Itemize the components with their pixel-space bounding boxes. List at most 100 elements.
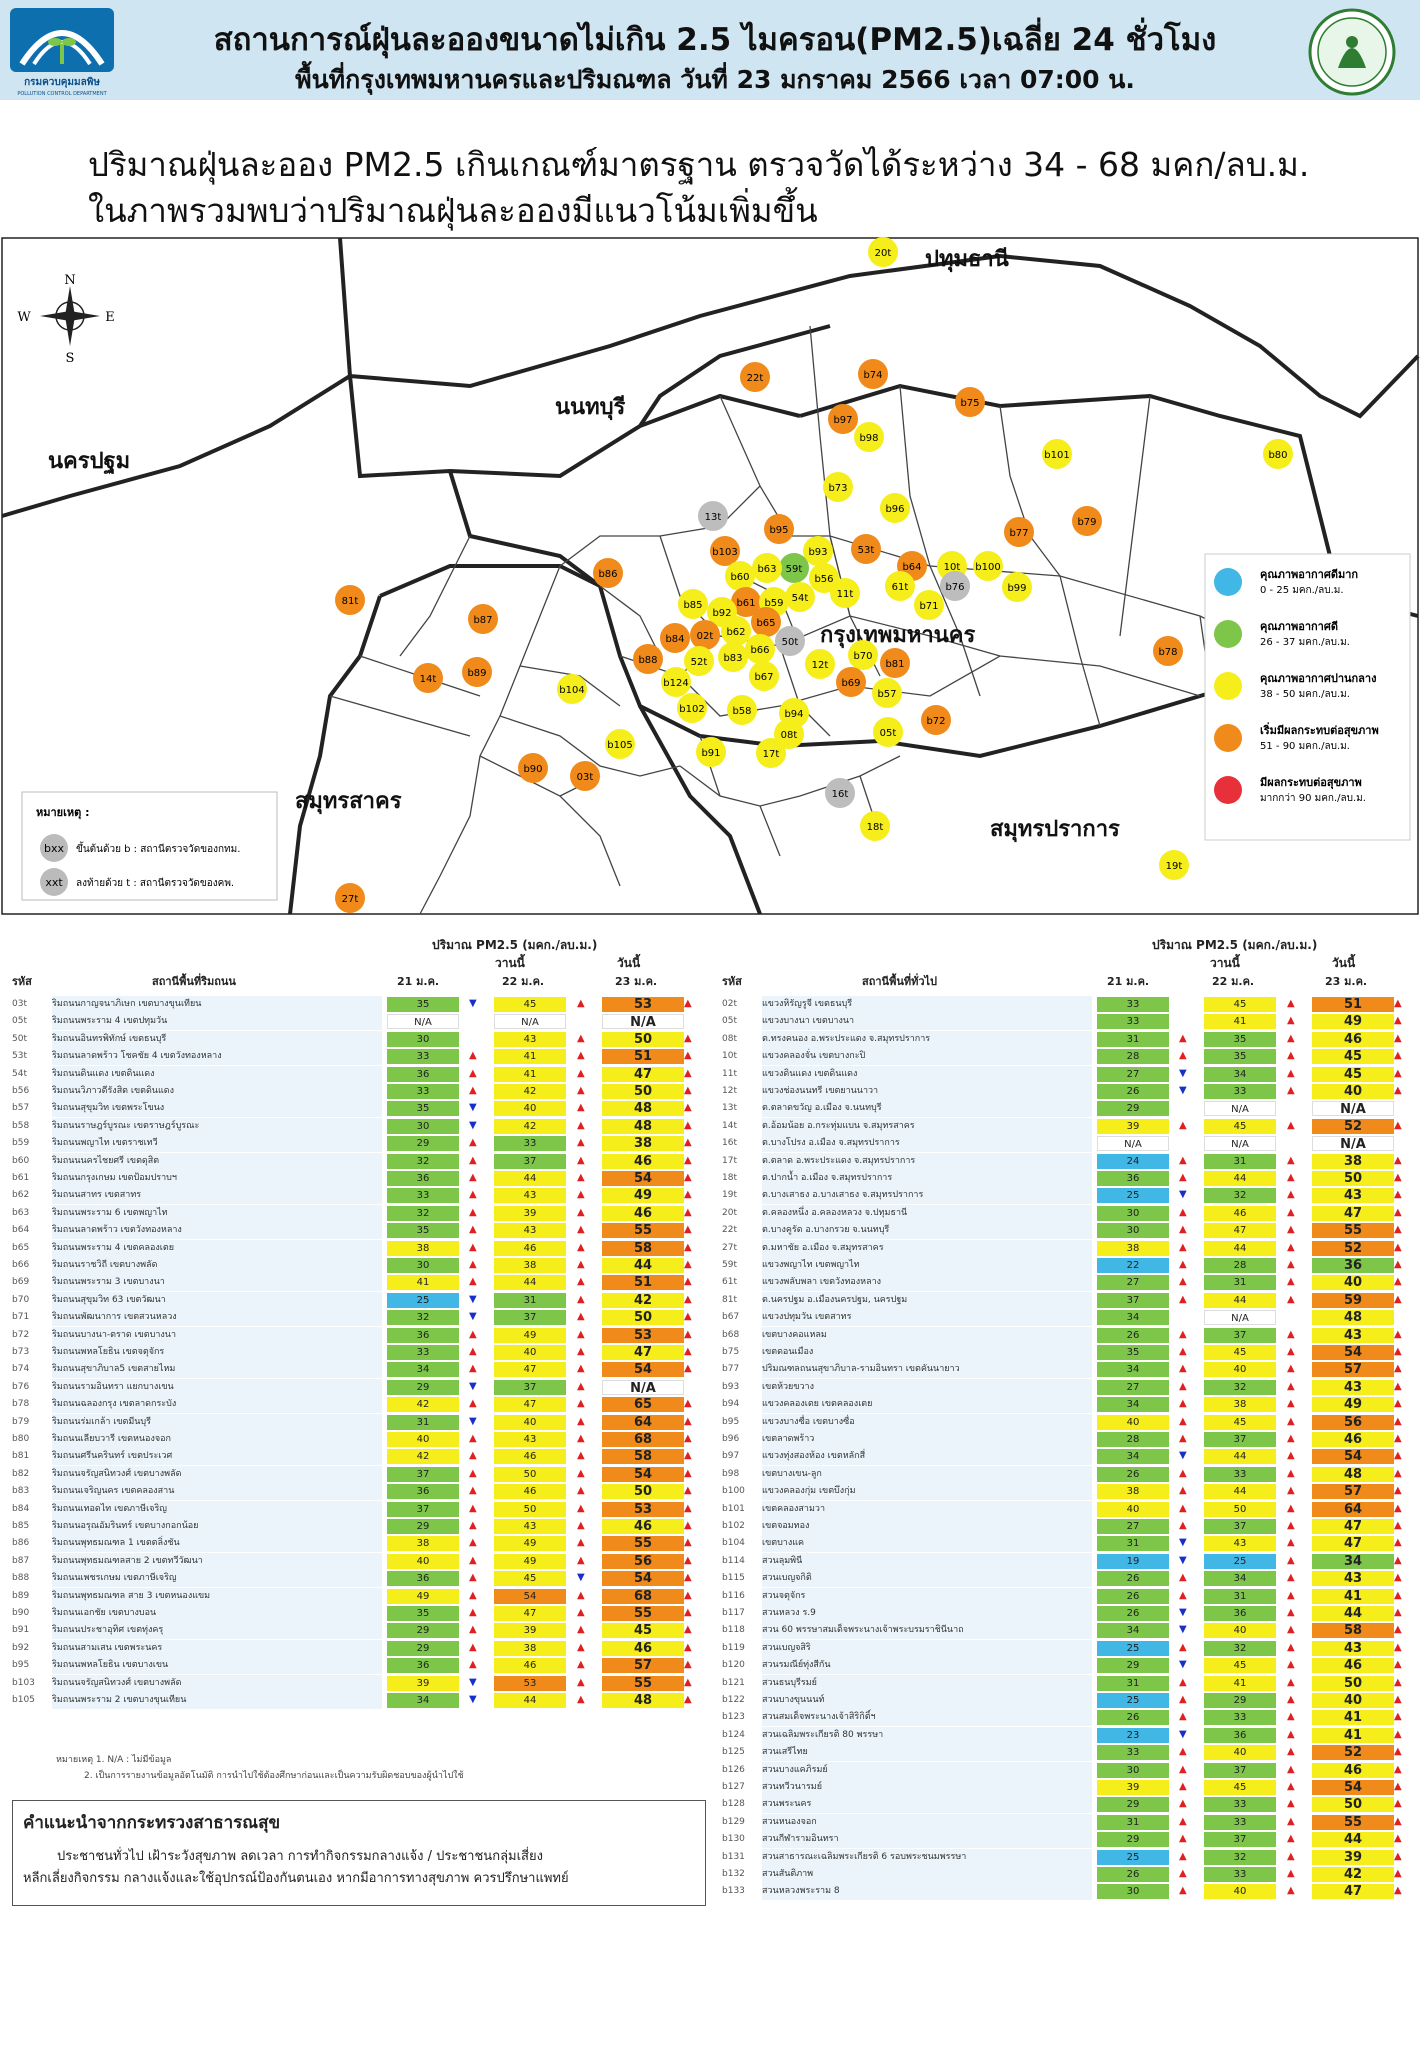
trend-up-icon: ▲ bbox=[684, 1415, 692, 1427]
table-row: b85 ริมถนนอรุณอัมรินทร์ เขตบางกอกน้อย 29 ▲ 4… bbox=[12, 1518, 702, 1535]
pm-value-day-2: 41 bbox=[494, 1049, 566, 1065]
table-row: b95 ริมถนนพหลโยธิน เขตบางเขน 36 ▲ 46 ▲ 57 ▲ bbox=[12, 1657, 702, 1675]
trend-up-icon: ▲ bbox=[1179, 1398, 1187, 1410]
trend-up-icon: ▲ bbox=[469, 1224, 477, 1236]
station-dot bbox=[690, 620, 720, 650]
pm-value-day-3: 68 bbox=[602, 1432, 684, 1447]
station-code: 11t bbox=[722, 1068, 737, 1079]
station-label: b98 bbox=[859, 433, 878, 444]
station-label: b93 bbox=[808, 547, 827, 558]
pm-value-day-1: 34 bbox=[1097, 1449, 1169, 1465]
station-code: b121 bbox=[722, 1677, 745, 1688]
legend-item: คุณภาพอากาศปานกลาง 38 - 50 มคก./ลบ.ม. bbox=[1214, 672, 1376, 700]
station-name: ริมถนนพระราม 3 เขตบางนา bbox=[52, 1274, 382, 1292]
pm-value-day-2: 37 bbox=[494, 1379, 566, 1395]
pm-value-day-1: 36 bbox=[387, 1571, 459, 1587]
pm-value-day-1: 40 bbox=[387, 1553, 459, 1569]
station-marker-03t: 03t bbox=[570, 761, 600, 791]
pm-value-day-3: 36 bbox=[1312, 1258, 1394, 1273]
station-name: เขตจอมทอง bbox=[762, 1518, 1092, 1535]
trend-up-icon: ▲ bbox=[577, 1537, 585, 1549]
pm-value-day-3: N/A bbox=[1312, 1136, 1394, 1152]
pm-value-day-3: 55 bbox=[602, 1536, 684, 1552]
station-dot bbox=[335, 585, 365, 615]
station-code: b76 bbox=[12, 1381, 30, 1392]
trend-up-icon: ▲ bbox=[684, 1572, 692, 1584]
pm-value-day-3: 50 bbox=[602, 1084, 684, 1099]
station-name: สวนสาธารณะเฉลิมพระเกียรติ 6 รอบพระชนมพรร… bbox=[762, 1848, 1092, 1866]
station-label: b95 bbox=[769, 525, 788, 536]
province-label-samutprakan: สมุทรปราการ bbox=[990, 817, 1120, 843]
table-row: 12t แขวงช่องนนทรี เขตยานนาวา 26 ▼ 33 ▲ 40 ▲ bbox=[722, 1083, 1412, 1100]
station-label: 11t bbox=[837, 589, 854, 600]
station-name: ริมถนนวิภาวดีรังสิต เขตดินแดง bbox=[52, 1083, 382, 1100]
station-label: b104 bbox=[559, 685, 584, 696]
pm-value-day-3: 50 bbox=[1312, 1797, 1394, 1813]
station-label: 02t bbox=[697, 631, 714, 642]
station-name: ริมถนนกรุงเกษม เขตป้อมปราบฯ bbox=[52, 1170, 382, 1187]
station-label: 53t bbox=[858, 545, 875, 556]
pm-value-day-3: 54 bbox=[1312, 1345, 1394, 1360]
station-label: b83 bbox=[723, 653, 742, 664]
station-code: b104 bbox=[722, 1538, 745, 1549]
table-row: b67 แขวงปทุมวัน เขตสาทร 34 N/A 48 bbox=[722, 1309, 1412, 1327]
pm-value-day-1: 35 bbox=[1097, 1345, 1169, 1360]
table-row: b116 สวนจตุจักร 26 ▲ 31 ▲ 41 ▲ bbox=[722, 1587, 1412, 1605]
pm-value-day-3: 47 bbox=[1312, 1884, 1394, 1900]
trend-up-icon: ▲ bbox=[577, 1502, 585, 1514]
pm-value-day-2: 44 bbox=[1204, 1449, 1276, 1465]
pm-value-day-1: 33 bbox=[1097, 1745, 1169, 1761]
station-name: สวนจตุจักร bbox=[762, 1587, 1092, 1605]
col-date-1: 21 ม.ค. bbox=[1107, 975, 1150, 988]
trend-up-icon: ▲ bbox=[577, 1363, 585, 1375]
station-code: b95 bbox=[722, 1416, 740, 1427]
station-marker-b80: b80 bbox=[1263, 439, 1293, 469]
pm-value-day-3: 46 bbox=[1312, 1762, 1394, 1778]
pm-value-day-1: N/A bbox=[1097, 1136, 1169, 1152]
pm-value-day-1: 27 bbox=[1097, 1066, 1169, 1082]
station-marker-b104: b104 bbox=[557, 674, 587, 704]
pm-value-day-2: 37 bbox=[1204, 1432, 1276, 1447]
trend-up-icon: ▲ bbox=[684, 1398, 692, 1410]
trend-up-icon: ▲ bbox=[469, 1259, 477, 1270]
station-marker-b91: b91 bbox=[696, 737, 726, 767]
table-row: b124 สวนเฉลิมพระเกียรติ 80 พรรษา 23 ▼ 36 ▲ 41 ▲ bbox=[722, 1726, 1412, 1744]
table-row: b126 สวนบางแคภิรมย์ 30 ▲ 37 ▲ 46 ▲ bbox=[722, 1761, 1412, 1779]
station-marker-27t: 27t bbox=[335, 883, 365, 913]
trend-up-icon: ▲ bbox=[469, 1659, 477, 1671]
station-name: แขวงช่องนนทรี เขตยานนาวา bbox=[762, 1083, 1092, 1100]
trend-down-icon: ▼ bbox=[1179, 1554, 1187, 1566]
station-label: 12t bbox=[812, 660, 829, 671]
pm-value-day-3: 47 bbox=[1312, 1536, 1394, 1552]
station-name: สวนกีฬารามอินทรา bbox=[762, 1831, 1092, 1849]
table-row: 22t ต.บางคูรัด อ.บางกรวย จ.นนทบุรี 30 ▲ 47 ▲ 5… bbox=[722, 1222, 1412, 1240]
station-dot bbox=[660, 623, 690, 653]
pm-value-day-1: 35 bbox=[387, 997, 459, 1012]
col-date-2: 22 ม.ค. bbox=[502, 975, 545, 988]
table-row: b83 ริมถนนเจริญนคร เขตคลองสาน 36 ▲ 46 ▲ 50 ▲ bbox=[12, 1483, 702, 1501]
station-code: 59t bbox=[722, 1260, 737, 1270]
pm-value-day-1: 32 bbox=[387, 1205, 459, 1221]
station-code: b92 bbox=[12, 1642, 30, 1653]
station-dot bbox=[710, 536, 740, 566]
trend-down-icon: ▼ bbox=[469, 1415, 477, 1427]
trend-up-icon: ▲ bbox=[1287, 1346, 1295, 1357]
station-marker-81t: 81t bbox=[335, 585, 365, 615]
trend-down-icon: ▼ bbox=[1179, 1537, 1187, 1549]
pm-value-day-1: 31 bbox=[1097, 1814, 1169, 1830]
trend-up-icon: ▲ bbox=[1179, 1589, 1187, 1601]
pm-value-day-3: 49 bbox=[1312, 1014, 1394, 1030]
trend-up-icon: ▲ bbox=[1394, 1259, 1402, 1270]
trend-up-icon: ▲ bbox=[1179, 1363, 1187, 1375]
pm-value-day-1: 49 bbox=[387, 1588, 459, 1604]
trend-up-icon: ▲ bbox=[1394, 1868, 1402, 1879]
trend-up-icon: ▲ bbox=[1179, 1050, 1187, 1062]
trend-up-icon: ▲ bbox=[1394, 1154, 1402, 1166]
pm-value-day-2: 44 bbox=[1204, 1240, 1276, 1256]
station-label: b92 bbox=[712, 608, 731, 619]
col-date-1: 21 ม.ค. bbox=[397, 975, 440, 988]
trend-up-icon: ▲ bbox=[1394, 1050, 1402, 1062]
station-name: ต.บางคูรัด อ.บางกรวย จ.นนทบุรี bbox=[762, 1222, 1092, 1240]
trend-up-icon: ▲ bbox=[684, 1206, 692, 1218]
col-name: สถานีพื้นที่ริมถนน bbox=[152, 975, 236, 988]
